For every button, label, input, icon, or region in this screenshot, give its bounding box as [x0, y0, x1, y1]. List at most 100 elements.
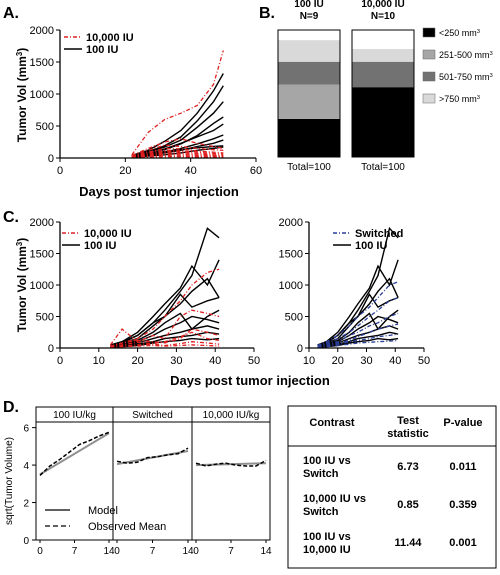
legend-label: 10,000 IU [84, 228, 132, 240]
y-axis-title: sqrt(Tumor Volume) [4, 437, 15, 525]
legend-swatch [422, 49, 436, 60]
y-axis-title-main: Tumor Vol (mm [15, 246, 29, 332]
x-tick-label: 14 [182, 546, 194, 557]
x-tick-label: 0 [37, 546, 43, 557]
y-tick-label: 1500 [30, 249, 54, 261]
legend-label-main: >750 mm [439, 94, 477, 104]
legend-label: 100 IU [355, 240, 387, 252]
y-axis-title-sup: 3 [15, 51, 24, 56]
x-tick-label: 7 [72, 546, 78, 557]
series-line-100iu-3 [317, 293, 399, 347]
series-line-switched-12 [317, 323, 399, 348]
legend-swatch [422, 27, 436, 38]
bar-n: N=9 [300, 11, 319, 22]
series-line-10000iu-15 [131, 152, 224, 159]
bar-total: Total=100 [287, 162, 331, 173]
y-axis-title-end: ) [15, 238, 29, 242]
y-tick-label: 2 [23, 499, 29, 510]
y-tick-label: 2000 [30, 25, 54, 37]
series-line-10000iu-14 [110, 344, 220, 349]
y-axis-title-sup: 3 [15, 241, 24, 246]
bar-segment [352, 87, 414, 157]
series-line-100iu-8 [131, 145, 224, 158]
series-line-100iu-0 [131, 73, 224, 157]
legend-label: 501-750 mm3 [439, 72, 493, 82]
series-line-100iu-1 [317, 259, 399, 347]
table-cell-contrast: 100 IU vs [303, 455, 351, 467]
table-header: P-value [443, 417, 482, 429]
bar-segment [278, 118, 340, 157]
legend-label-main: <250 mm [439, 28, 477, 38]
series-line-100iu-6 [110, 325, 220, 348]
legend-label-sup: 3 [477, 95, 480, 101]
table-cell-stat: 6.73 [397, 461, 418, 473]
y-tick-label: 0 [48, 343, 54, 355]
facet-label: 100 IU/kg [53, 410, 96, 421]
x-tick-label: 0 [114, 546, 120, 557]
y-tick-label: 0 [23, 536, 29, 547]
table-cell-p: 0.001 [449, 537, 477, 549]
y-tick-label: 2000 [279, 217, 303, 229]
table-cell-contrast: Switch [303, 506, 339, 518]
legend-label-main: 251-500 mm [439, 50, 490, 60]
series-line-100iu-5 [110, 315, 220, 348]
y-tick-label: 2000 [30, 217, 54, 229]
x-tick-label: 0 [57, 355, 63, 367]
panel-label-b: B. [259, 5, 275, 22]
x-axis-title: Days post tumor injection [170, 373, 330, 388]
legend-label: >750 mm3 [439, 94, 480, 104]
y-tick-label: 1000 [30, 280, 54, 292]
table-header: Test [397, 415, 419, 427]
x-tick-label: 30 [360, 355, 372, 367]
panel-label-d: D. [3, 399, 19, 416]
series-line-10000iu-10 [109, 309, 220, 346]
legend-label: <250 mm3 [439, 28, 480, 38]
x-tick-label: 14 [260, 546, 272, 557]
x-tick-label: 20 [332, 355, 344, 367]
series-line-10000iu-9 [110, 268, 220, 347]
y-tick-label: 1000 [279, 280, 303, 292]
legend-label-sup: 3 [477, 29, 480, 35]
observed-mean-line [39, 431, 110, 476]
bar-outline [277, 29, 341, 158]
series-line-switched-11 [317, 312, 399, 348]
series-line-switched-14 [317, 339, 399, 349]
table-header: Contrast [309, 417, 355, 429]
y-tick-label: 500 [285, 312, 303, 324]
x-tick-label: 0 [193, 546, 199, 557]
y-axis-title-main: Tumor Vol (mm [15, 56, 29, 142]
table-cell-contrast: 100 IU vs [303, 531, 351, 543]
x-tick-label: 40 [185, 165, 197, 177]
legend-label-main: 501-750 mm [439, 72, 490, 82]
x-tick-label: 60 [250, 165, 262, 177]
y-tick-label: 500 [36, 121, 54, 133]
legend-swatch [422, 71, 436, 82]
series-line-switched-13 [317, 333, 399, 349]
table-cell-contrast: Switch [303, 468, 339, 480]
series-line-switched-10 [317, 296, 399, 347]
x-tick-label: 40 [389, 355, 401, 367]
x-axis-title: Days post tumor injection [79, 184, 239, 199]
bar-segment [278, 61, 340, 85]
x-tick-label: 50 [248, 355, 260, 367]
y-tick-label: 4 [23, 461, 29, 472]
table-cell-stat: 11.44 [395, 537, 423, 549]
bar-segment [278, 84, 340, 119]
model-line [39, 432, 110, 476]
series-line-100iu-0 [317, 226, 399, 346]
x-tick-label: 10 [303, 355, 315, 367]
legend-label-sup: 3 [490, 51, 493, 57]
x-tick-label: 20 [131, 355, 143, 367]
y-tick-label: 0 [48, 153, 54, 165]
series-line-10000iu-9 [131, 50, 224, 156]
x-tick-label: 50 [418, 355, 430, 367]
y-tick-label: 0 [297, 343, 303, 355]
stats-table [287, 405, 497, 569]
observed-mean-line [116, 447, 189, 464]
legend-label: Model [88, 505, 118, 517]
facet-label: 10,000 IU/kg [203, 410, 260, 421]
y-axis-title: Tumor Vol (mm3) [15, 238, 30, 333]
x-tick-label: 0 [57, 165, 63, 177]
table-header: statistic [387, 428, 429, 440]
x-tick-label: 10 [93, 355, 105, 367]
